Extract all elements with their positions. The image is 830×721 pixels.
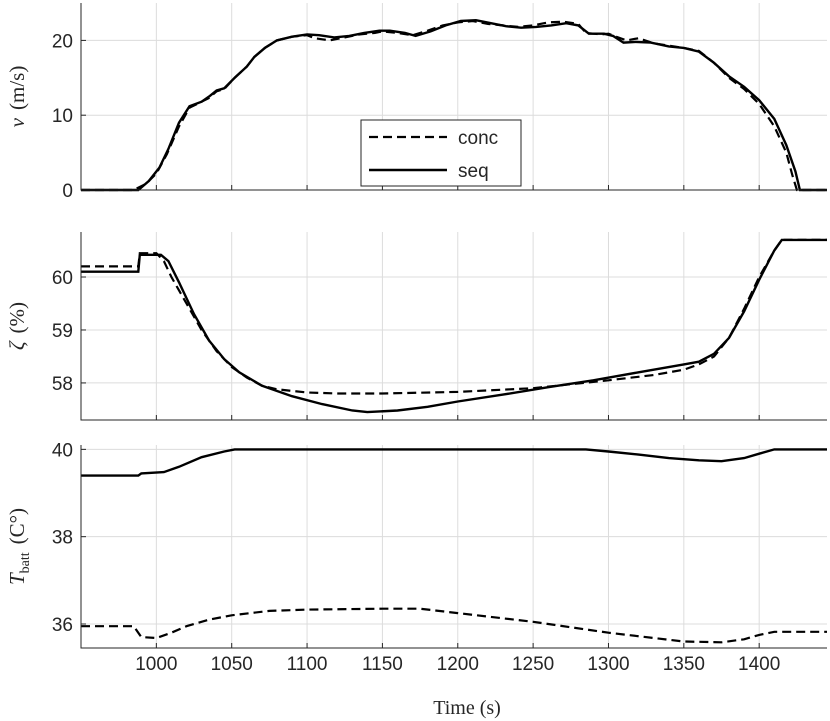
- y-axis-unit: (m/s): [5, 66, 29, 110]
- series-line-seq: [81, 448, 827, 477]
- y-tick-label: 38: [52, 528, 73, 549]
- x-tick-label: 1000: [135, 654, 177, 675]
- series-line-conc: [81, 238, 827, 395]
- legend-label-seq: seq: [458, 161, 489, 182]
- panel-battery-temperature: 36 38 40 Tbatt (C°) 1000 1050 1100 1150 1200 1250 1…: [5, 440, 827, 719]
- axis-frame: [80, 232, 827, 421]
- y-axis-variable: T: [5, 572, 29, 585]
- y-tick-label: 10: [52, 106, 73, 127]
- series-line-seq: [81, 238, 827, 414]
- legend-box: [360, 119, 522, 187]
- x-tick-label: 1150: [362, 654, 403, 675]
- y-tick-label: 40: [52, 440, 73, 461]
- x-tick-label: 1200: [437, 654, 479, 675]
- y-tick-label: 58: [52, 374, 73, 395]
- x-tick-label: 1100: [287, 654, 328, 675]
- legend-label-conc: conc: [458, 128, 498, 149]
- x-tick-label: 1250: [512, 654, 554, 675]
- y-axis-subscript: batt: [18, 552, 33, 573]
- panel-speed: 0 10 20 v (m/s) conc seq: [5, 3, 827, 202]
- y-axis-label: ζ (%): [5, 302, 29, 350]
- y-axis-unit: (C°): [5, 508, 29, 544]
- x-tick-label: 1300: [587, 654, 629, 675]
- y-axis-label: v (m/s): [5, 66, 29, 128]
- y-axis-label: Tbatt (C°): [5, 508, 33, 585]
- y-axis-unit: (%): [5, 302, 29, 333]
- x-tick-label: 1400: [738, 654, 780, 675]
- y-axis-variable: v: [5, 117, 29, 127]
- x-tick-label: 1050: [211, 654, 253, 675]
- x-tick-label: 1350: [663, 654, 705, 675]
- axis-frame: [80, 445, 827, 649]
- y-tick-label: 59: [52, 321, 73, 342]
- y-tick-label: 60: [52, 268, 73, 289]
- y-tick-label: 0: [62, 181, 73, 202]
- legend: conc seq: [360, 119, 522, 187]
- y-tick-label: 36: [52, 615, 73, 636]
- y-tick-label: 20: [52, 31, 73, 52]
- panel-soc: 58 59 60 ζ (%): [5, 232, 827, 421]
- y-axis-variable: ζ: [5, 340, 29, 350]
- series-line-seq: [81, 18, 827, 192]
- x-axis-label: Time (s): [433, 697, 501, 719]
- series-line-conc: [81, 607, 827, 644]
